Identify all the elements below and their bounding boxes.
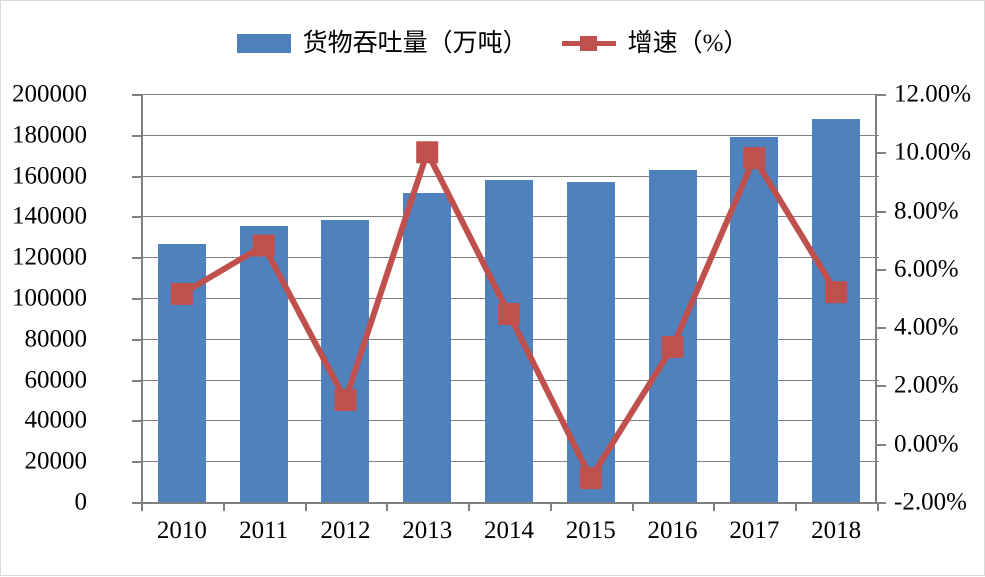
x-axis-tick	[304, 502, 307, 511]
y-axis-left-tick-label: 200000	[12, 80, 87, 108]
bar-2010	[157, 243, 206, 502]
y-axis-left-tick-label: 140000	[12, 202, 87, 230]
y-axis-left-tick-label: 160000	[12, 162, 87, 190]
x-axis-tick-label: 2013	[402, 517, 453, 544]
bar-2018	[812, 119, 861, 502]
y-axis-right-tick	[877, 210, 886, 213]
x-axis-tick	[877, 502, 879, 511]
y-axis-right-tick-label: 10.00%	[894, 138, 972, 166]
legend-square-marker	[579, 35, 597, 51]
bar-2011	[239, 226, 288, 502]
y-axis-right-tick-label: 12.00%	[894, 80, 972, 108]
x-axis-tick-label: 2016	[647, 517, 698, 544]
y-axis-right-tick-label: 0.00%	[894, 430, 959, 458]
legend-item-line: 增速（%）	[561, 29, 749, 57]
bar-swatch-icon	[236, 33, 291, 53]
y-axis-right-tick-label: -2.00%	[894, 488, 967, 516]
bar-2014	[485, 179, 533, 502]
x-axis-tick-label: 2010	[156, 517, 207, 544]
x-axis-tick-label: 2011	[239, 517, 289, 544]
y-axis-left-tick-label: 120000	[12, 243, 87, 271]
y-axis-left-tick	[132, 338, 141, 341]
x-axis-tick-label: 2014	[484, 517, 534, 544]
y-axis-left-tick-label: 40000	[24, 406, 88, 434]
y-axis-left-tick	[132, 134, 141, 137]
y-axis-right-tick-label: 6.00%	[894, 255, 959, 283]
bar-series-layer	[141, 94, 877, 502]
y-axis-right-tick	[877, 152, 886, 155]
y-axis-left-tick	[132, 216, 141, 219]
x-axis-tick	[222, 502, 225, 511]
y-axis-left-tick-label: 180000	[12, 121, 87, 149]
chart-legend: 货物吞吐量（万吨） 增速（%）	[1, 23, 984, 63]
y-axis-left-tick	[132, 175, 141, 178]
gridline	[143, 134, 879, 136]
x-axis-tick-label: 2017	[729, 517, 780, 544]
x-axis-tick-label: 2015	[565, 517, 616, 544]
bar-2012	[321, 220, 370, 502]
legend-label-bar: 货物吞吐量（万吨）	[302, 29, 528, 57]
y-axis-left-tick	[132, 502, 141, 504]
bar-2016	[648, 170, 697, 502]
y-axis-right-tick	[877, 94, 886, 96]
y-axis-left-tick-label: 60000	[24, 366, 88, 394]
y-axis-left-tick-label: 0	[74, 488, 88, 516]
y-axis-right-tick-label: 2.00%	[894, 371, 959, 399]
y-axis-left-tick	[132, 379, 141, 382]
x-axis-tick	[549, 502, 552, 511]
x-axis-tick-label: 2012	[320, 517, 371, 544]
line-square-marker-swatch-icon	[561, 34, 616, 53]
y-axis-left-tick	[132, 420, 141, 423]
y-axis-right-tick	[877, 502, 886, 504]
y-axis-left-tick-label: 20000	[24, 447, 88, 475]
y-axis-left-tick-label: 100000	[12, 284, 87, 312]
y-axis-right-tick	[877, 268, 886, 271]
y-axis-right-tick-label: 8.00%	[894, 197, 959, 225]
x-axis-tick	[713, 502, 716, 511]
y-axis-left-tick	[132, 94, 141, 96]
y-axis-left-tick	[132, 298, 141, 300]
y-axis-right-tick	[877, 327, 886, 330]
y-axis-left-tick	[132, 461, 141, 464]
y-axis-right-tick	[877, 385, 886, 388]
legend-label-line: 增速（%）	[627, 29, 749, 57]
gridline	[143, 502, 879, 504]
x-axis-tick	[141, 502, 143, 511]
y-axis-left-tick	[132, 257, 141, 260]
x-axis-tick	[386, 502, 389, 511]
y-axis-left-tick-label: 80000	[24, 325, 88, 353]
legend-item-bar: 货物吞吐量（万吨）	[236, 29, 528, 57]
x-axis-tick	[631, 502, 634, 511]
gridline	[143, 94, 879, 95]
bar-2015	[566, 182, 615, 502]
x-axis-tick	[795, 502, 798, 511]
x-axis-tick-label: 2018	[811, 517, 862, 544]
bar-2017	[730, 137, 779, 502]
bar-2013	[403, 192, 452, 502]
x-axis-tick	[468, 502, 471, 511]
y-axis-right-tick-label: 4.00%	[894, 313, 959, 341]
y-axis-right-tick	[877, 443, 886, 446]
